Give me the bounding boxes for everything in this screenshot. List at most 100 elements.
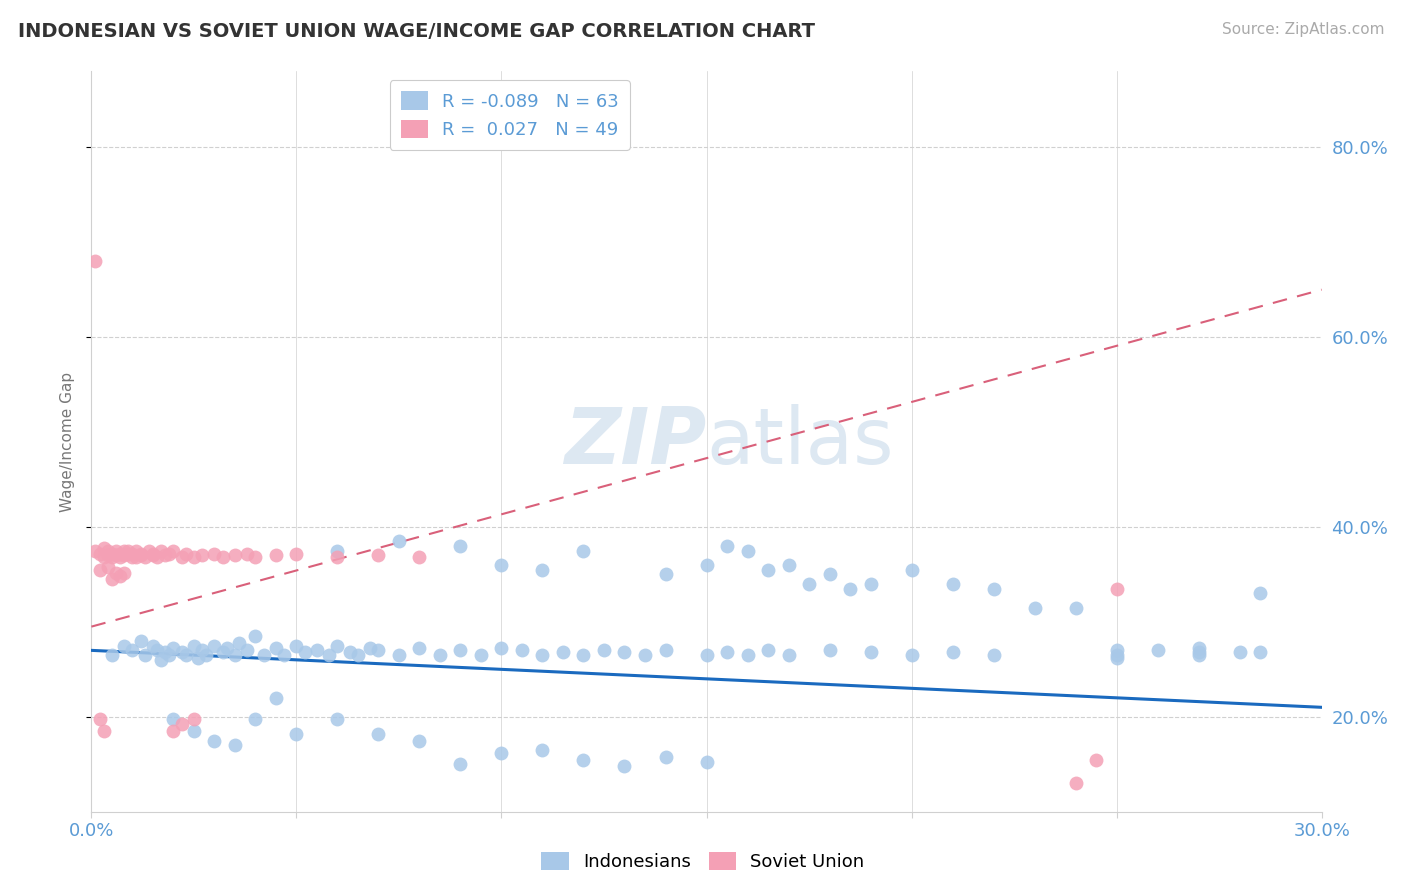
Point bbox=[121, 643, 143, 657]
Point bbox=[305, 643, 328, 657]
Point bbox=[654, 567, 676, 582]
Point bbox=[129, 549, 152, 563]
Point bbox=[551, 645, 574, 659]
Point bbox=[737, 543, 759, 558]
Point bbox=[900, 563, 922, 577]
Point bbox=[695, 756, 717, 770]
Point bbox=[326, 550, 349, 565]
Point bbox=[105, 566, 127, 580]
Point bbox=[634, 648, 657, 662]
Point bbox=[1229, 645, 1251, 659]
Point bbox=[737, 648, 759, 662]
Point bbox=[449, 757, 471, 772]
Point bbox=[89, 712, 111, 726]
Point bbox=[1024, 600, 1046, 615]
Point bbox=[97, 559, 120, 574]
Point bbox=[1249, 586, 1271, 600]
Point bbox=[183, 724, 205, 739]
Point bbox=[162, 543, 184, 558]
Point bbox=[1105, 643, 1128, 657]
Point bbox=[187, 651, 209, 665]
Point bbox=[367, 727, 389, 741]
Point bbox=[839, 582, 862, 596]
Point bbox=[531, 563, 554, 577]
Point bbox=[245, 550, 267, 565]
Point bbox=[285, 639, 308, 653]
Text: atlas: atlas bbox=[706, 403, 894, 480]
Point bbox=[367, 549, 389, 563]
Point bbox=[211, 645, 233, 659]
Point bbox=[470, 648, 492, 662]
Point bbox=[202, 547, 225, 561]
Point bbox=[101, 648, 124, 662]
Point bbox=[121, 547, 143, 561]
Point bbox=[716, 645, 738, 659]
Point bbox=[89, 547, 111, 561]
Point bbox=[572, 752, 595, 766]
Point bbox=[613, 645, 636, 659]
Point bbox=[202, 733, 225, 747]
Point bbox=[510, 643, 533, 657]
Point bbox=[84, 254, 107, 268]
Point bbox=[1187, 641, 1209, 656]
Point bbox=[491, 558, 513, 572]
Point bbox=[142, 549, 165, 563]
Point bbox=[93, 550, 115, 565]
Point bbox=[170, 717, 193, 731]
Point bbox=[756, 563, 779, 577]
Point bbox=[183, 550, 205, 565]
Text: Source: ZipAtlas.com: Source: ZipAtlas.com bbox=[1222, 22, 1385, 37]
Point bbox=[264, 641, 287, 656]
Point bbox=[142, 639, 165, 653]
Point bbox=[236, 643, 259, 657]
Point bbox=[112, 543, 135, 558]
Point bbox=[108, 569, 131, 583]
Point bbox=[1064, 600, 1087, 615]
Point bbox=[170, 645, 193, 659]
Point bbox=[224, 739, 246, 753]
Legend: Indonesians, Soviet Union: Indonesians, Soviet Union bbox=[534, 845, 872, 879]
Point bbox=[285, 727, 308, 741]
Point bbox=[347, 648, 370, 662]
Point bbox=[983, 648, 1005, 662]
Point bbox=[138, 543, 160, 558]
Point bbox=[97, 549, 120, 563]
Point bbox=[983, 582, 1005, 596]
Point bbox=[125, 550, 148, 565]
Point bbox=[134, 648, 156, 662]
Point bbox=[572, 543, 595, 558]
Point bbox=[195, 648, 218, 662]
Point bbox=[1064, 776, 1087, 790]
Point bbox=[778, 558, 800, 572]
Point bbox=[174, 648, 197, 662]
Point bbox=[942, 645, 965, 659]
Point bbox=[613, 759, 636, 773]
Point bbox=[367, 643, 389, 657]
Point bbox=[388, 648, 411, 662]
Point bbox=[318, 648, 340, 662]
Point bbox=[1187, 645, 1209, 659]
Point bbox=[756, 643, 779, 657]
Point bbox=[93, 541, 115, 555]
Point bbox=[174, 547, 197, 561]
Point bbox=[294, 645, 316, 659]
Point bbox=[245, 629, 267, 643]
Point bbox=[224, 549, 246, 563]
Point bbox=[146, 643, 169, 657]
Point bbox=[695, 648, 717, 662]
Point bbox=[531, 648, 554, 662]
Point bbox=[183, 639, 205, 653]
Point bbox=[108, 550, 131, 565]
Point bbox=[253, 648, 276, 662]
Point bbox=[408, 733, 430, 747]
Point bbox=[191, 643, 214, 657]
Point bbox=[695, 558, 717, 572]
Point bbox=[101, 550, 124, 565]
Point bbox=[211, 550, 233, 565]
Text: ZIP: ZIP bbox=[564, 403, 706, 480]
Point bbox=[388, 534, 411, 549]
Point bbox=[1249, 645, 1271, 659]
Point bbox=[125, 543, 148, 558]
Point bbox=[112, 639, 135, 653]
Point bbox=[142, 547, 165, 561]
